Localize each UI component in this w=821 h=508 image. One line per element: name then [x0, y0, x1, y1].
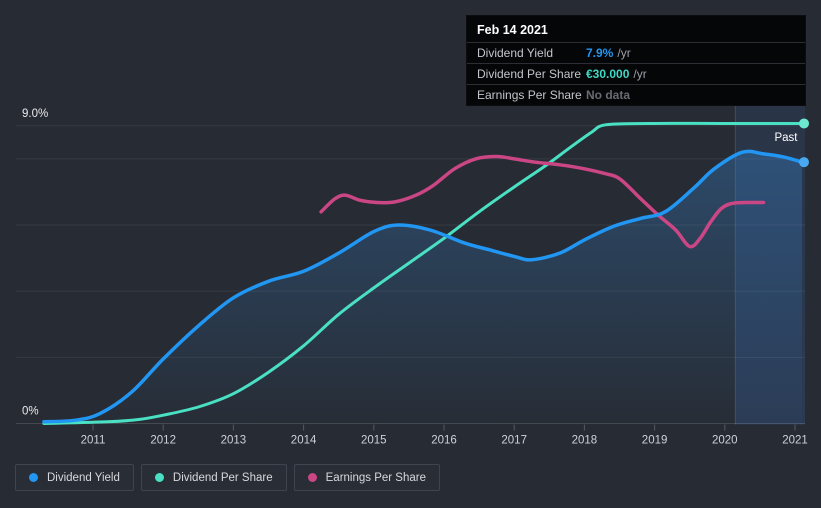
tooltip-value-suffix: /yr: [617, 46, 631, 60]
x-tick-label: 2012: [150, 435, 176, 447]
x-tick-label: 2021: [782, 435, 808, 447]
tooltip-label: Earnings Per Share: [477, 88, 582, 102]
x-tick-label: 2019: [642, 435, 668, 447]
x-tick-label: 2018: [572, 435, 598, 447]
earnings-per-share-dot-icon: [307, 473, 317, 482]
x-tick-label: 2015: [361, 435, 387, 447]
legend-item-dividend-yield[interactable]: Dividend Yield: [15, 464, 134, 491]
tooltip-row-dividend-yield: Dividend Yield 7.9% /yr: [467, 42, 805, 63]
legend-item-earnings-per-share[interactable]: Earnings Per Share: [293, 464, 440, 491]
tooltip-label: Dividend Yield: [477, 46, 554, 60]
tooltip-row-earnings-per-share: Earnings Per Share No data: [467, 84, 805, 105]
y-axis-top-label: 9.0%: [22, 108, 48, 120]
dividend-per-share-end-dot: [799, 118, 810, 129]
tooltip-label: Dividend Per Share: [477, 67, 582, 81]
dividend-yield-dot-icon: [29, 473, 38, 482]
tooltip-row-dividend-per-share: Dividend Per Share €30.000 /yr: [467, 63, 805, 84]
tooltip-value: 7.9%: [586, 46, 614, 60]
dividend-per-share-dot-icon: [154, 473, 164, 482]
x-tick-label: 2017: [501, 435, 527, 447]
hover-tooltip: Feb 14 2021 Dividend Yield 7.9% /yr Divi…: [466, 15, 806, 106]
legend-label: Dividend Yield: [47, 471, 120, 484]
dividend-yield-end-dot: [799, 157, 810, 168]
dividend-yield-area: [43, 151, 802, 424]
x-tick-label: 2016: [431, 435, 457, 447]
chart-legend: Dividend Yield Dividend Per Share Earnin…: [15, 464, 440, 491]
tooltip-value: No data: [586, 88, 631, 102]
x-tick-label: 2014: [291, 435, 317, 447]
legend-label: Dividend Per Share: [172, 471, 273, 484]
tooltip-value-suffix: /yr: [633, 67, 647, 81]
x-tick-label: 2011: [81, 435, 106, 447]
y-axis-bottom-label: 0%: [22, 406, 39, 418]
tooltip-value: €30.000: [586, 67, 630, 81]
x-tick-label: 2013: [221, 435, 247, 447]
dividend-per-share-line: [42, 121, 804, 425]
legend-label: Earnings Per Share: [325, 471, 426, 484]
legend-item-dividend-per-share[interactable]: Dividend Per Share: [140, 464, 287, 491]
earnings-per-share-line: [319, 154, 766, 249]
tooltip-date: Feb 14 2021: [477, 23, 548, 37]
x-tick-label: 2020: [712, 435, 738, 447]
dividend-yield-line: [42, 149, 804, 424]
past-label: Past: [774, 132, 798, 144]
